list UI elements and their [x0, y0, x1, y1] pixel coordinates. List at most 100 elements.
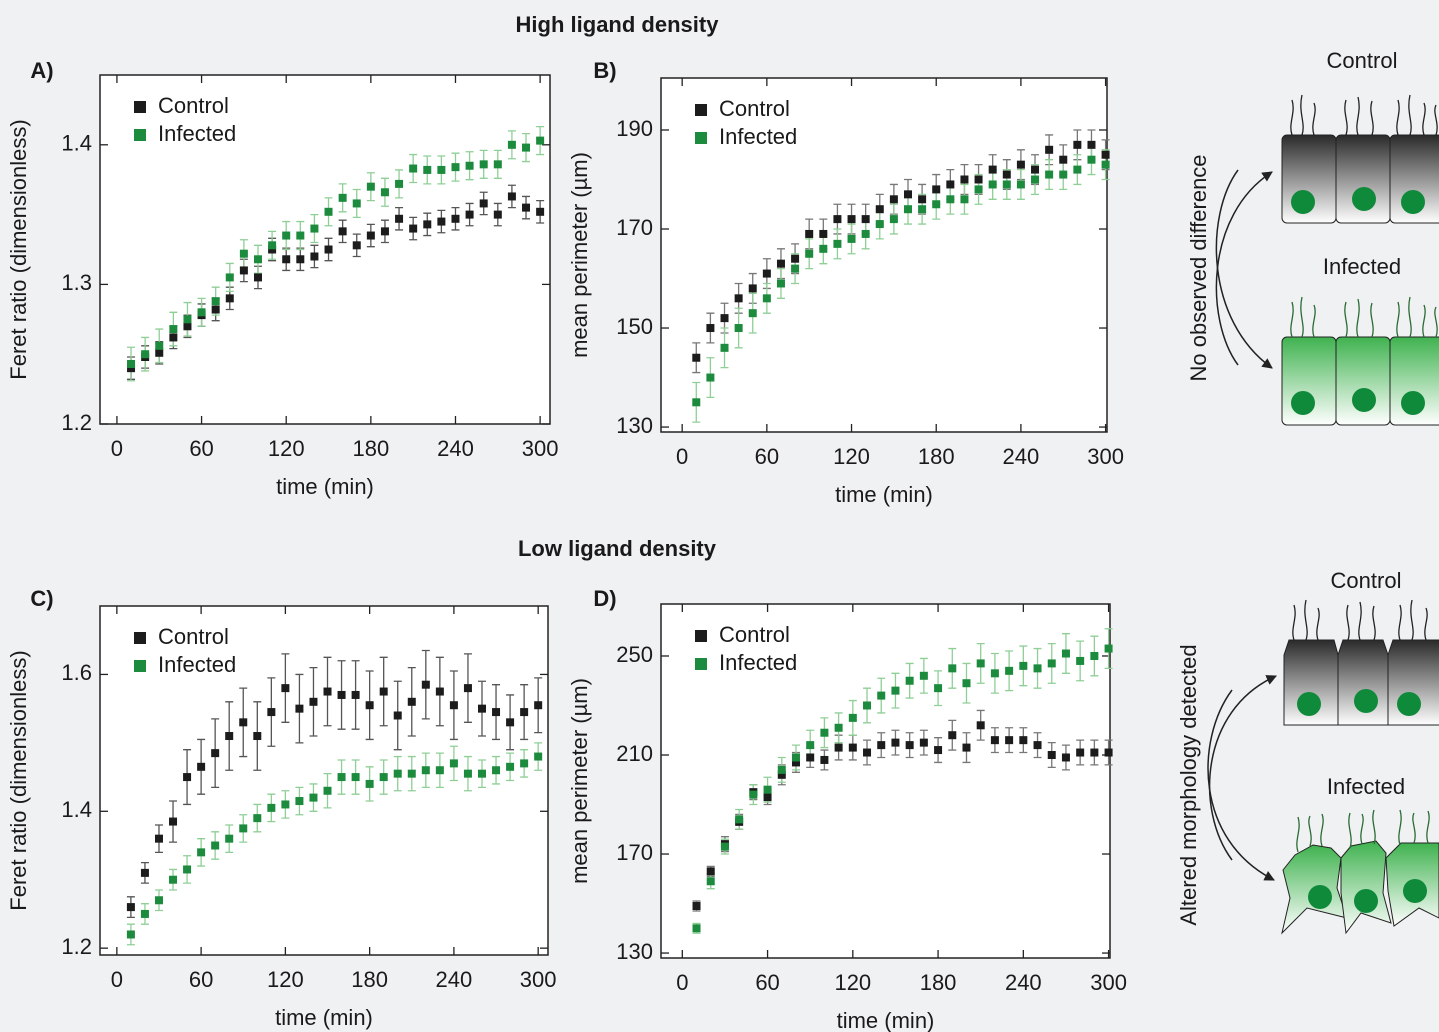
data-point — [1033, 741, 1042, 750]
data-point — [268, 241, 277, 250]
data-point — [393, 769, 402, 778]
x-tick-label: 240 — [437, 436, 474, 461]
data-point — [1031, 165, 1040, 174]
data-point — [692, 924, 701, 933]
cilia — [1292, 599, 1430, 853]
data-point — [507, 140, 516, 149]
x-tick-label: 180 — [918, 444, 955, 469]
data-point — [409, 224, 418, 233]
data-point — [748, 284, 757, 293]
data-point — [863, 701, 872, 710]
x-axis-title: time (min) — [835, 482, 933, 507]
data-point — [154, 896, 163, 905]
data-point — [141, 350, 150, 359]
data-point — [435, 687, 444, 696]
data-point — [493, 160, 502, 169]
data-point — [1101, 160, 1110, 169]
data-point — [1076, 748, 1085, 757]
y-tick-label: 130 — [616, 413, 653, 438]
diagram-label: Control — [1327, 48, 1398, 73]
x-tick-label: 180 — [920, 970, 957, 995]
data-point — [805, 249, 814, 258]
data-point — [988, 180, 997, 189]
data-point — [820, 755, 829, 764]
data-point — [366, 182, 375, 191]
data-point — [1059, 170, 1068, 179]
data-point — [435, 766, 444, 775]
data-point — [976, 721, 985, 730]
data-point — [127, 359, 136, 368]
data-point — [833, 239, 842, 248]
data-point — [720, 343, 729, 352]
legend-marker — [695, 132, 707, 144]
data-point — [976, 659, 985, 668]
data-point — [805, 229, 814, 238]
data-point — [819, 244, 828, 253]
data-point — [934, 684, 943, 693]
diagram: Control Infected No observed difference — [1186, 48, 1439, 426]
data-point — [295, 797, 304, 806]
data-point — [197, 308, 206, 317]
data-point — [437, 165, 446, 174]
data-point — [126, 930, 135, 939]
diagram-label: Control — [1331, 568, 1402, 593]
data-point — [155, 341, 164, 350]
x-tick-label: 60 — [189, 436, 213, 461]
data-point — [309, 697, 318, 706]
data-point — [324, 245, 333, 254]
data-point — [734, 324, 743, 333]
data-point — [1045, 170, 1054, 179]
data-point — [155, 348, 164, 357]
data-point — [409, 164, 418, 173]
data-point — [352, 199, 361, 208]
data-point — [1047, 659, 1056, 668]
data-point — [393, 711, 402, 720]
x-tick-label: 120 — [834, 970, 871, 995]
x-tick-label: 0 — [111, 436, 123, 461]
data-point — [380, 188, 389, 197]
data-point — [536, 207, 545, 216]
data-point — [169, 325, 178, 334]
data-point — [451, 163, 460, 172]
data-point — [395, 179, 404, 188]
data-point — [479, 160, 488, 169]
data-point — [365, 701, 374, 710]
data-point — [706, 324, 715, 333]
data-point — [1090, 651, 1099, 660]
data-point — [323, 687, 332, 696]
data-point — [791, 254, 800, 263]
data-point — [988, 165, 997, 174]
section-title: High ligand density — [516, 12, 720, 37]
data-point — [891, 738, 900, 747]
data-point — [520, 708, 529, 717]
legend-label: Infected — [719, 124, 797, 149]
data-point — [962, 679, 971, 688]
data-point — [819, 229, 828, 238]
data-point — [1073, 140, 1082, 149]
data-point — [211, 305, 220, 314]
data-point — [507, 192, 516, 201]
data-point — [477, 769, 486, 778]
y-tick-label: 170 — [616, 215, 653, 240]
y-axis-title: Feret ratio (dimensionless) — [6, 119, 31, 379]
legend-label: Infected — [719, 650, 797, 675]
data-point — [806, 741, 815, 750]
plot-area — [660, 77, 1108, 433]
data-point — [492, 766, 501, 775]
data-point — [834, 723, 843, 732]
data-point — [423, 165, 432, 174]
data-point — [820, 728, 829, 737]
data-point — [338, 227, 347, 236]
data-point — [1002, 180, 1011, 189]
data-point — [974, 175, 983, 184]
data-point — [225, 294, 234, 303]
panel-label: C) — [30, 586, 53, 611]
y-tick-label: 1.4 — [61, 131, 92, 156]
data-point — [127, 364, 136, 373]
data-point — [493, 210, 502, 219]
data-point — [310, 224, 319, 233]
legend-marker — [134, 101, 146, 113]
legend-marker — [695, 630, 707, 642]
y-tick-label: 130 — [616, 939, 653, 964]
